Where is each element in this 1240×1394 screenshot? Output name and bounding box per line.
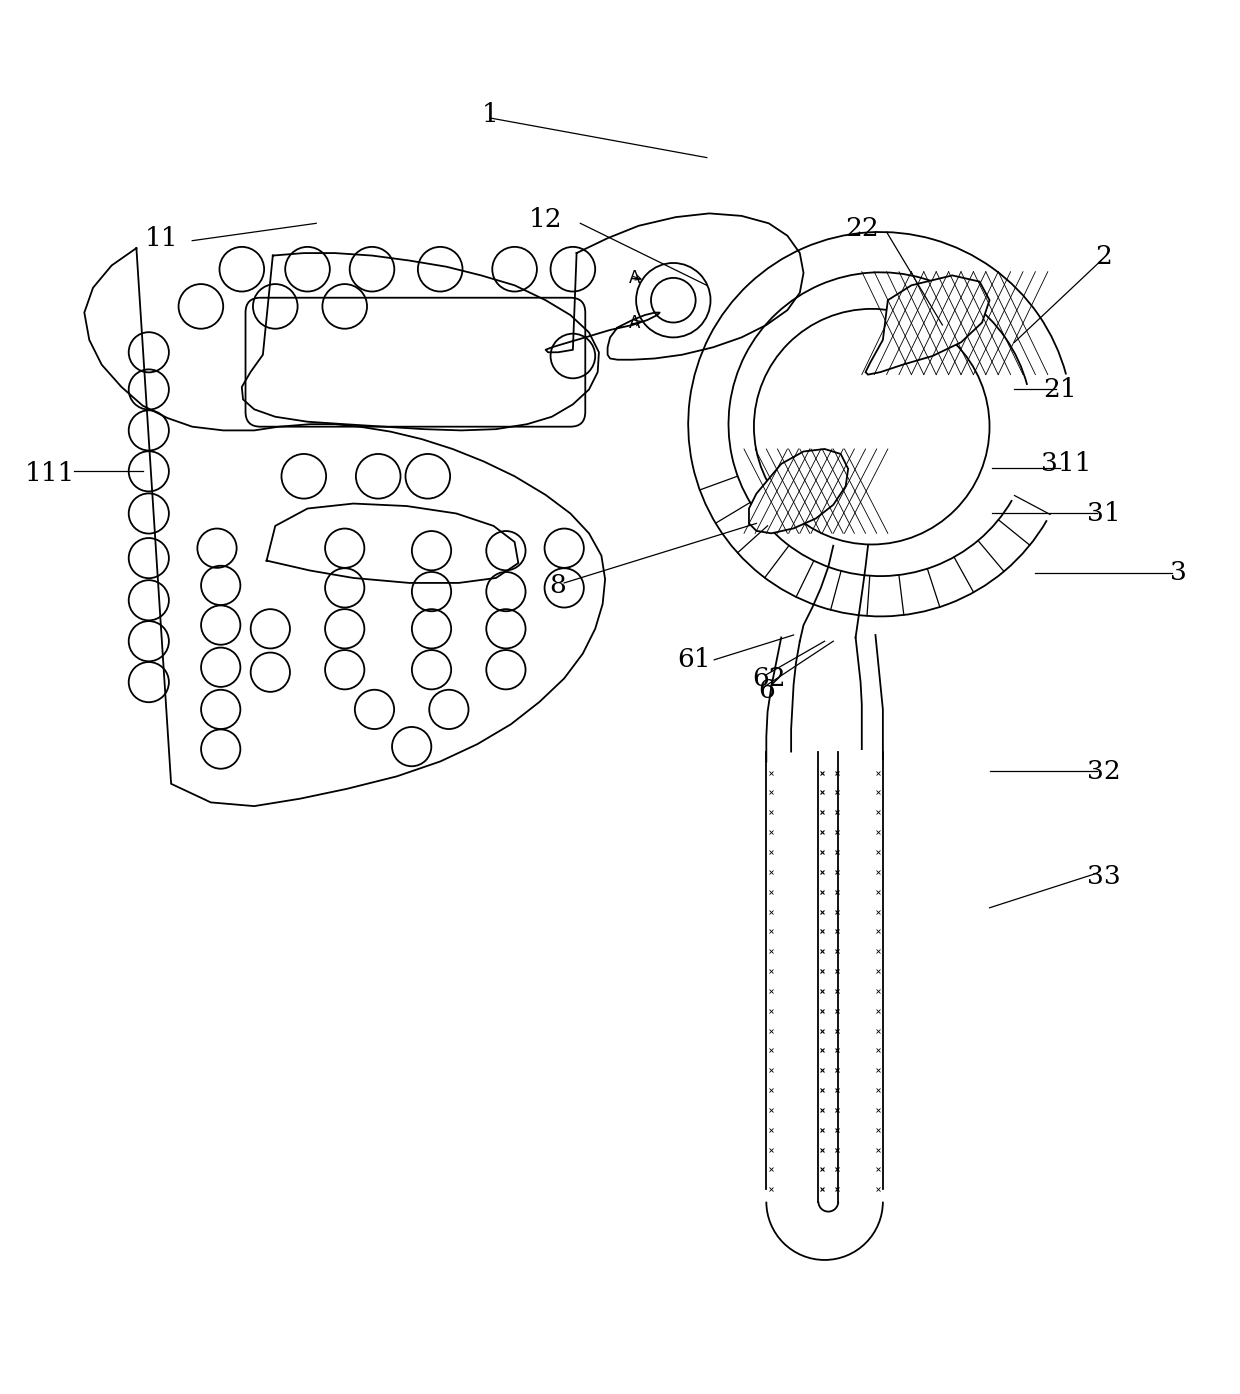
Text: 21: 21: [1043, 376, 1078, 401]
Text: 1: 1: [481, 102, 498, 127]
Polygon shape: [749, 449, 848, 534]
Text: 11: 11: [144, 226, 179, 251]
Text: 2: 2: [1095, 244, 1112, 269]
Text: 311: 311: [1042, 452, 1091, 477]
Text: 33: 33: [1086, 864, 1121, 889]
Text: A: A: [629, 314, 641, 332]
Text: 6: 6: [758, 679, 775, 704]
Text: 31: 31: [1086, 500, 1121, 526]
Polygon shape: [866, 276, 990, 375]
Text: 12: 12: [528, 208, 563, 231]
Text: 22: 22: [844, 216, 879, 241]
Text: 3: 3: [1169, 560, 1187, 585]
Text: 62: 62: [751, 666, 786, 691]
Text: 32: 32: [1086, 758, 1121, 783]
Text: 111: 111: [25, 461, 74, 487]
Text: A: A: [629, 269, 641, 287]
Text: 61: 61: [677, 647, 712, 672]
Text: 8: 8: [549, 573, 567, 598]
